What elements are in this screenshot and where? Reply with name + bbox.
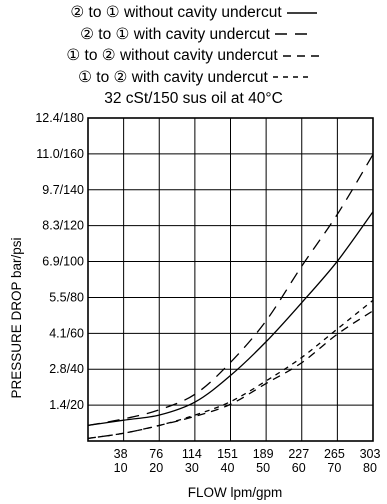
x-tick-label-gpm: 50 (256, 461, 270, 475)
y-axis-title: PRESSURE DROP bar/psi (9, 237, 24, 398)
y-tick-label: 5.5/80 (49, 290, 84, 304)
x-tick-label-lpm: 189 (253, 447, 274, 461)
x-tick-label-gpm: 80 (363, 461, 377, 475)
x-axis-title: FLOW lpm/gpm (188, 485, 283, 500)
legend: ② to ① without cavity undercut ② to ① wi… (0, 2, 387, 110)
legend-entry: ① to ② without cavity undercut (0, 45, 387, 67)
x-tick-label-gpm: 70 (327, 461, 341, 475)
y-tick-label: 1.4/20 (49, 398, 84, 412)
chart-subtitle: 32 cSt/150 sus oil at 40°C (0, 88, 387, 110)
legend-line-sample (286, 12, 317, 14)
y-tick-label: 2.8/40 (49, 362, 84, 376)
legend-entry: ② to ① without cavity undercut (0, 2, 387, 24)
x-tick-label-gpm: 20 (149, 461, 163, 475)
x-tick-label-lpm: 265 (324, 447, 345, 461)
x-tick-label-gpm: 40 (221, 461, 235, 475)
curves (87, 154, 374, 440)
x-tick-label-gpm: 60 (292, 461, 306, 475)
x-tick-label-gpm: 10 (114, 461, 128, 475)
legend-label: ② to ① with cavity undercut (80, 25, 270, 43)
series-line-4 (87, 299, 374, 440)
grid (87, 117, 374, 442)
legend-line-sample (282, 55, 321, 57)
legend-entry: ① to ② with cavity undercut (0, 67, 387, 89)
x-tick-label-lpm: 227 (288, 447, 309, 461)
y-tick-label: 8.3/120 (42, 219, 84, 233)
legend-label: ① to ② with cavity undercut (78, 68, 268, 86)
x-tick-label-lpm: 76 (149, 447, 163, 461)
legend-label: ② to ① without cavity undercut (70, 4, 282, 21)
x-tick-label-lpm: 151 (217, 447, 238, 461)
y-tick-label: 11.0/160 (36, 147, 84, 161)
y-tick-label: 12.4/180 (35, 111, 84, 125)
legend-entry: ② to ① with cavity undercut (0, 24, 387, 46)
series-line-1 (87, 211, 374, 427)
y-tick-label: 9.7/140 (42, 183, 84, 197)
series-line-3 (87, 310, 374, 440)
x-tick-label-lpm: 114 (182, 447, 202, 461)
y-tick-label: 4.1/60 (49, 326, 84, 340)
subtitle-text: 32 cSt/150 sus oil at 40°C (104, 90, 283, 107)
x-tick-label-lpm: 38 (114, 447, 128, 461)
legend-line-sample (272, 76, 309, 78)
x-tick-label-gpm: 30 (185, 461, 199, 475)
legend-label: ① to ② without cavity undercut (66, 47, 278, 64)
y-tick-label: 6.9/100 (42, 255, 84, 269)
y-tick-labels: 1.4/20 2.8/40 4.1/60 5.5/80 6.9/100 8.3/120 9.… (35, 111, 84, 412)
x-tick-label-lpm: 303 (360, 447, 381, 461)
series-line-2 (87, 154, 374, 427)
legend-line-sample (274, 33, 307, 35)
